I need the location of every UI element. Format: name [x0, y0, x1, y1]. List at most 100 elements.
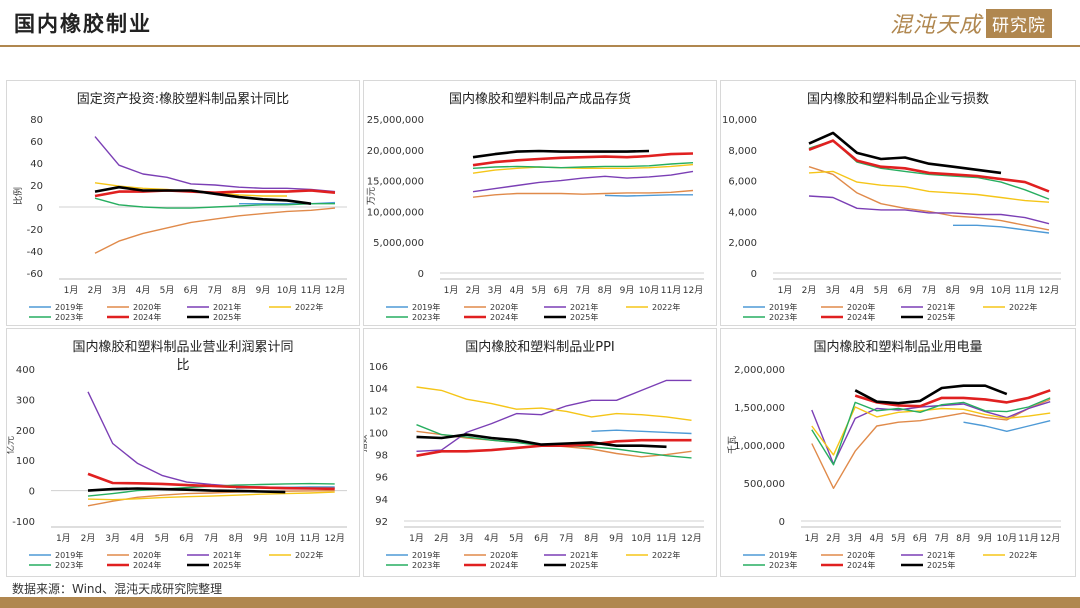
legend-label: 2023年 — [55, 560, 83, 570]
brand-box: 研究院 — [986, 8, 1052, 38]
y-tick-label: 100 — [16, 456, 35, 467]
brand-logo: 混沌天成 研究院 — [890, 8, 1052, 38]
series-line-2019年 — [604, 194, 693, 197]
x-tick-label: 10月 — [639, 285, 659, 296]
legend-label: 2021年 — [927, 550, 955, 560]
x-tick-label: 8月 — [232, 285, 247, 296]
x-tick-label: 5月 — [155, 533, 170, 544]
y-tick-label: 10,000,000 — [367, 207, 424, 218]
x-tick-label: 6月 — [554, 285, 569, 296]
legend-label: 2024年 — [490, 560, 518, 570]
y-tick-label: 8,000 — [728, 146, 757, 157]
x-tick-label: 1月 — [444, 285, 459, 296]
series-line-2019年 — [953, 224, 1050, 234]
series-line-2023年 — [811, 397, 1051, 466]
chart-title: 国内橡胶和塑料制品业营业利润累计同 — [72, 339, 293, 355]
y-tick-label: 6,000 — [728, 177, 757, 188]
legend-label: 2023年 — [412, 312, 440, 322]
chart-title: 国内橡胶和塑料制品产成品存货 — [449, 91, 631, 107]
y-tick-label: 94 — [375, 495, 388, 506]
chart-panel-ppi: 国内橡胶和塑料制品业PPI 92 94 96 98 100 102 104 106 指数 1月 2月 3… — [363, 328, 717, 577]
header-divider — [0, 45, 1080, 47]
chart-panel-finished-goods-inventory: 国内橡胶和塑料制品产成品存货 0 5,000,000 10,000,000 15,000… — [363, 80, 717, 326]
y-tick-label: 1,000,000 — [734, 441, 785, 452]
x-tick-label: 3月 — [826, 285, 841, 296]
legend-label: 2022年 — [652, 550, 680, 560]
y-tick-label: 0 — [751, 269, 757, 280]
chart-panel-electricity-consumption: 国内橡胶和塑料制品业用电量 0 500,000 1,000,000 1,500,000 2… — [720, 328, 1076, 577]
legend-label: 2019年 — [412, 550, 440, 560]
legend-label: 2025年 — [213, 560, 241, 570]
x-tick-label: 3月 — [112, 285, 127, 296]
series-line-2021年 — [472, 170, 694, 193]
legend-label: 2022年 — [1009, 302, 1037, 312]
legend-label: 2021年 — [570, 550, 598, 560]
legend-label: 2024年 — [490, 312, 518, 322]
y-axis-label: 指数 — [364, 434, 369, 452]
x-tick-label: 10月 — [991, 285, 1011, 296]
x-tick-label: 11月 — [301, 285, 321, 296]
chart-svg: 国内橡胶和塑料制品产成品存货 0 5,000,000 10,000,000 15,000… — [367, 91, 704, 322]
series-line-2024年 — [472, 152, 694, 167]
x-tick-label: 1月 — [56, 533, 71, 544]
series-line-2024年 — [854, 389, 1051, 408]
x-tick-label: 5月 — [509, 533, 524, 544]
y-axis-label: 万元 — [367, 187, 377, 205]
legend-label: 2025年 — [570, 560, 598, 570]
legend-label: 2019年 — [55, 302, 83, 312]
x-tick-label: 1月 — [409, 533, 424, 544]
y-tick-label: 92 — [375, 517, 388, 528]
legend-label: 2023年 — [769, 560, 797, 570]
y-tick-label: 2,000 — [728, 238, 757, 249]
chart-svg: 国内橡胶和塑料制品业PPI 92 94 96 98 100 102 104 106 指数 1月 2月 3… — [364, 339, 704, 570]
chart-title: 国内橡胶和塑料制品业PPI — [465, 339, 615, 355]
legend-label: 2019年 — [412, 302, 440, 312]
y-tick-label: 300 — [16, 395, 35, 406]
x-tick-label: 9月 — [970, 285, 985, 296]
x-tick-label: 9月 — [978, 533, 993, 544]
series-line-2024年 — [808, 139, 1050, 193]
series-line-2025年 — [87, 487, 286, 494]
x-tick-label: 2月 — [826, 533, 841, 544]
x-tick-label: 5月 — [891, 533, 906, 544]
y-axis-label: 千瓦 — [727, 436, 738, 454]
y-tick-label: 4,000 — [728, 207, 757, 218]
y-tick-label: 500,000 — [744, 479, 785, 490]
x-tick-label: 7月 — [208, 285, 223, 296]
x-tick-label: 4月 — [136, 285, 151, 296]
x-tick-label: 4月 — [130, 533, 145, 544]
legend-label: 2023年 — [55, 312, 83, 322]
y-tick-label: 15,000,000 — [367, 177, 424, 188]
y-tick-label: 60 — [30, 137, 43, 148]
x-tick-label: 9月 — [620, 285, 635, 296]
x-tick-label: 6月 — [898, 285, 913, 296]
x-tick-label: 11月 — [656, 533, 676, 544]
x-tick-label: 1月 — [64, 285, 79, 296]
x-tick-label: 8月 — [598, 285, 613, 296]
y-tick-label: 20 — [30, 181, 43, 192]
legend-label: 2020年 — [133, 550, 161, 560]
y-tick-label: -100 — [12, 517, 35, 528]
y-tick-label: 25,000,000 — [367, 115, 424, 126]
legend-label: 2019年 — [769, 550, 797, 560]
series-line-2020年 — [472, 189, 694, 198]
x-tick-label: 9月 — [253, 533, 268, 544]
y-tick-label: 96 — [375, 473, 388, 484]
legend-label: 2021年 — [570, 302, 598, 312]
x-tick-label: 5月 — [160, 285, 175, 296]
chart-svg: 国内橡胶和塑料制品企业亏损数 0 2,000 4,000 6,000 8,000 10,00… — [722, 91, 1061, 322]
y-tick-label: 5,000,000 — [373, 238, 424, 249]
legend-label: 2025年 — [927, 560, 955, 570]
x-tick-label: 6月 — [913, 533, 928, 544]
x-tick-label: 2月 — [81, 533, 96, 544]
y-tick-label: 98 — [375, 451, 388, 462]
y-tick-label: -20 — [27, 225, 43, 236]
x-tick-label: 6月 — [179, 533, 194, 544]
series-line-2022年 — [472, 163, 694, 174]
series-line-2024年 — [416, 438, 692, 457]
series-line-2019年 — [963, 420, 1051, 432]
chart-panel-fixed-asset-investment: 固定资产投资:橡胶塑料制品累计同比 -60 -40 -20 0 20 40 60 80 比例 1月 2… — [6, 80, 360, 326]
legend-label: 2024年 — [133, 560, 161, 570]
legend-label: 2021年 — [213, 302, 241, 312]
x-tick-label: 2月 — [434, 533, 449, 544]
